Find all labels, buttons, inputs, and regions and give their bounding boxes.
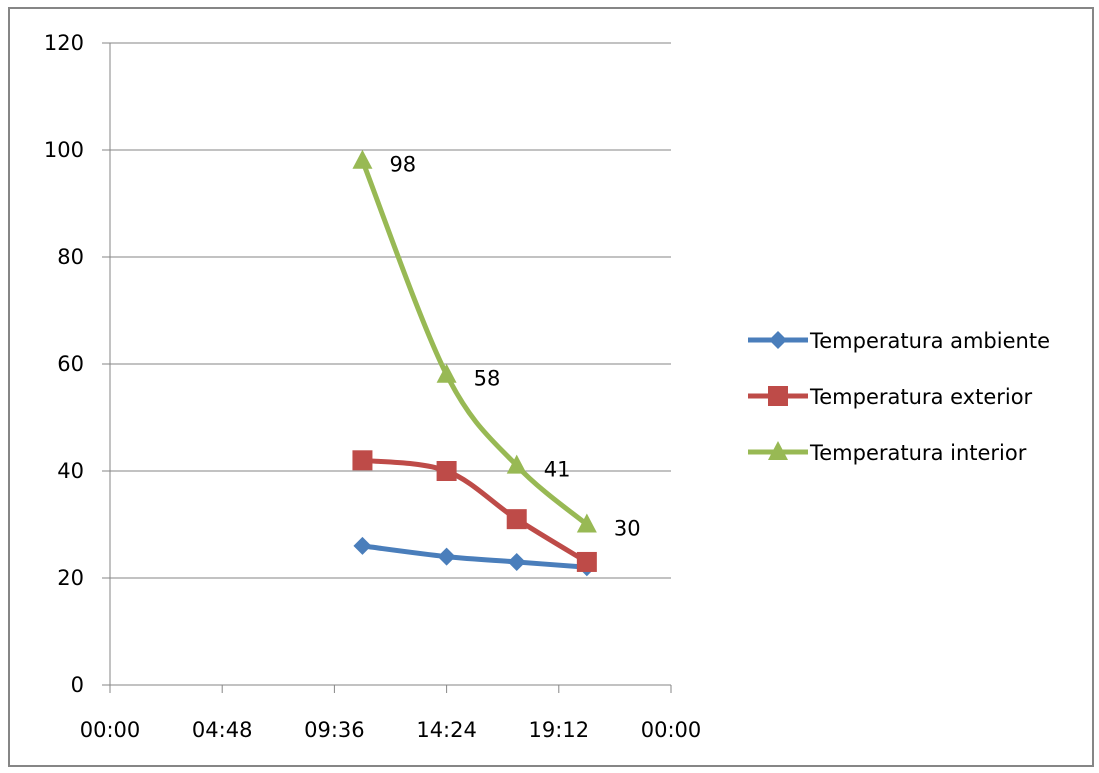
x-tick-label: 09:36 [304,718,365,742]
y-tick-label: 120 [44,31,84,55]
legend-label: Temperatura ambiente [809,329,1050,353]
y-tick-label: 40 [57,459,84,483]
x-tick-label: 00:00 [80,718,141,742]
series-line [359,543,590,570]
data-point [353,536,372,555]
data-label: 58 [474,367,501,391]
x-tick-label: 19:12 [529,718,590,742]
data-point [352,149,373,169]
data-label: 98 [389,153,416,177]
y-axis-ticks: 0 20 40 60 80 100 120 [44,31,110,697]
chart-area [8,7,1094,767]
gridlines [110,42,671,579]
legend-entry: Temperatura interior [748,441,1027,465]
x-tick-label: 00:00 [641,718,702,742]
data-label: 41 [544,458,571,482]
series-temperatura-interior: 98 58 41 30 [352,149,641,541]
data-point [506,454,527,474]
legend: Temperatura ambiente Temperatura exterior… [748,329,1050,465]
data-point [436,363,457,383]
legend-entry: Temperatura ambiente [748,329,1050,353]
series-line [359,158,590,527]
data-point [436,461,457,481]
y-tick-label: 100 [44,138,84,162]
series-line [359,457,590,565]
legend-entry: Temperatura exterior [748,385,1033,409]
y-tick-label: 60 [57,352,84,376]
legend-marker [769,331,787,349]
y-tick-label: 0 [71,673,84,697]
data-point [576,513,597,533]
legend-label: Temperatura interior [809,441,1027,465]
data-point [352,450,373,471]
legend-marker [768,386,788,406]
legend-marker [768,441,788,460]
x-tick-label: 04:48 [192,718,253,742]
data-point [437,547,456,566]
legend-label: Temperatura exterior [809,385,1033,409]
data-point [576,551,597,572]
data-label: 30 [614,517,641,541]
series-temperatura-exterior [352,450,597,572]
x-tick-label: 14:24 [416,718,477,742]
y-tick-label: 80 [57,245,84,269]
data-point [506,509,527,530]
x-axis-ticks: 00:00 04:48 09:36 14:24 19:12 00:00 [80,685,702,742]
series-layer: 98 58 41 30 [352,149,641,577]
data-point [507,552,526,571]
y-tick-label: 20 [57,566,84,590]
